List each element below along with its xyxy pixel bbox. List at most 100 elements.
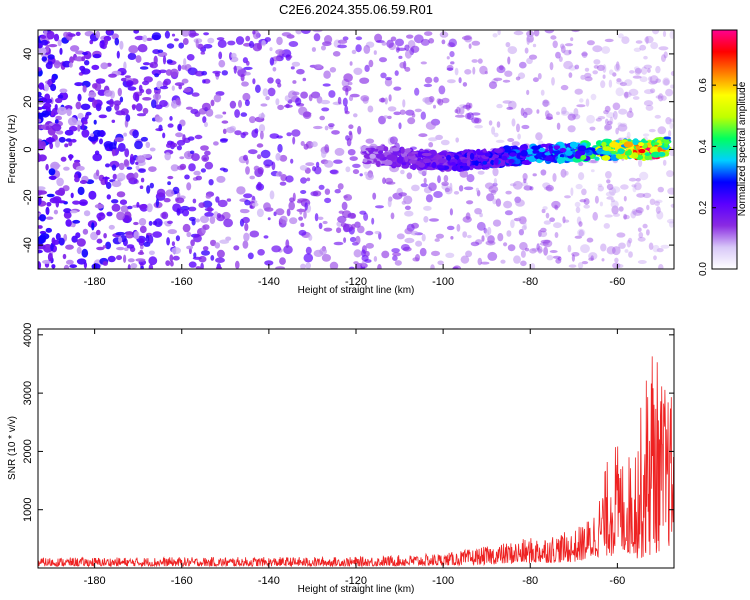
heatmap-noise-blob [50,242,54,252]
heatmap-noise-blob [404,227,413,235]
heatmap-noise-blob [251,202,259,207]
heatmap-noise-blob [48,168,56,176]
heatmap-noise-blob [488,81,498,89]
heatmap-noise-blob [523,111,528,118]
heatmap-noise-blob [300,141,305,146]
heatmap-noise-blob [560,110,570,116]
heatmap-noise-blob [187,136,195,141]
heatmap-noise-blob [119,96,124,103]
heatmap-noise-blob [64,143,69,148]
heatmap-noise-blob [503,200,513,209]
heatmap-noise-blob [576,104,586,108]
heatmap-signal-blob [559,148,567,153]
heatmap-noise-blob [669,30,674,39]
heatmap-noise-blob [367,105,374,113]
heatmap-signal-blob [436,165,445,169]
heatmap-noise-blob [262,88,269,97]
heatmap-noise-blob [102,245,107,249]
heatmap-noise-blob [242,92,251,102]
heatmap-signal-blob [553,145,561,150]
heatmap-noise-blob [106,30,112,35]
heatmap-noise-blob [411,113,416,118]
heatmap-noise-blob [191,153,200,162]
heatmap-signal-blob [451,165,459,172]
heatmap-signal-blob [469,152,475,160]
heatmap-noise-blob [275,78,281,85]
heatmap-noise-blob [668,221,674,228]
heatmap-noise-blob [581,188,587,196]
heatmap-noise-blob [50,161,60,171]
heatmap-noise-blob [423,177,427,184]
heatmap-noise-blob [549,217,555,222]
heatmap-noise-blob [662,30,667,37]
heatmap-noise-blob [399,109,406,115]
heatmap-noise-blob [670,203,674,208]
heatmap-noise-blob [348,124,354,129]
heatmap-noise-blob [135,161,139,165]
heatmap-noise-blob [289,217,298,225]
heatmap-noise-blob [162,55,167,65]
heatmap-noise-blob [85,111,92,116]
heatmap-signal-blob [462,165,471,171]
heatmap-noise-blob [99,138,103,145]
heatmap-noise-blob [359,210,367,215]
heatmap-noise-blob [545,116,554,120]
heatmap-noise-blob [574,201,581,208]
heatmap-noise-blob [645,36,649,45]
heatmap-noise-blob [165,189,175,197]
heatmap-noise-blob [300,177,307,184]
heatmap-noise-blob [560,84,569,91]
heatmap-noise-blob [507,244,516,252]
heatmap-noise-blob [244,99,250,107]
heatmap-noise-blob [422,97,431,103]
heatmap-noise-blob [588,257,594,261]
heatmap-noise-blob [267,87,276,97]
heatmap-noise-blob [543,220,551,225]
heatmap-noise-blob [214,242,221,249]
heatmap-noise-blob [213,94,222,103]
heatmap-noise-blob [337,183,344,190]
heatmap-noise-blob [546,113,553,120]
heatmap-noise-blob [68,62,73,68]
heatmap-noise-blob [610,200,619,208]
heatmap-noise-blob [590,93,597,101]
heatmap-noise-blob [342,36,349,41]
heatmap-noise-blob [193,170,201,176]
heatmap-noise-blob [495,139,505,143]
heatmap-noise-blob [120,205,129,213]
heatmap-noise-blob [533,30,540,37]
heatmap-noise-blob [91,263,101,269]
heatmap-noise-blob [96,229,101,236]
heatmap-noise-blob [55,115,62,121]
heatmap-noise-blob [38,140,43,148]
heatmap-noise-blob [349,61,353,66]
heatmap-noise-blob [200,168,206,173]
heatmap-noise-blob [554,204,558,209]
heatmap-noise-blob [567,244,572,253]
heatmap-noise-blob [315,161,320,168]
heatmap-noise-blob [361,260,365,268]
heatmap-noise-blob [233,65,237,74]
heatmap-noise-blob [47,54,55,60]
heatmap-noise-blob [331,130,340,135]
heatmap-noise-blob [222,111,227,115]
heatmap-noise-blob [292,80,297,84]
heatmap-noise-blob [45,125,50,131]
heatmap-noise-blob [151,32,162,40]
heatmap-noise-blob [283,245,293,255]
heatmap-noise-blob [614,257,619,263]
heatmap-signal-blob [369,153,376,159]
heatmap-noise-blob [353,67,363,76]
heatmap-noise-blob [136,113,147,117]
heatmap-noise-blob [560,43,565,49]
heatmap-noise-blob [579,98,584,103]
heatmap-signal-blob [396,156,404,164]
heatmap-noise-blob [188,163,196,172]
heatmap-noise-blob [166,237,171,246]
heatmap-noise-blob [229,100,237,109]
heatmap-noise-blob [202,200,213,208]
heatmap-noise-blob [428,182,437,191]
heatmap-noise-blob [504,210,513,216]
heatmap-noise-blob [596,64,606,71]
heatmap-signal-blob [400,146,405,154]
